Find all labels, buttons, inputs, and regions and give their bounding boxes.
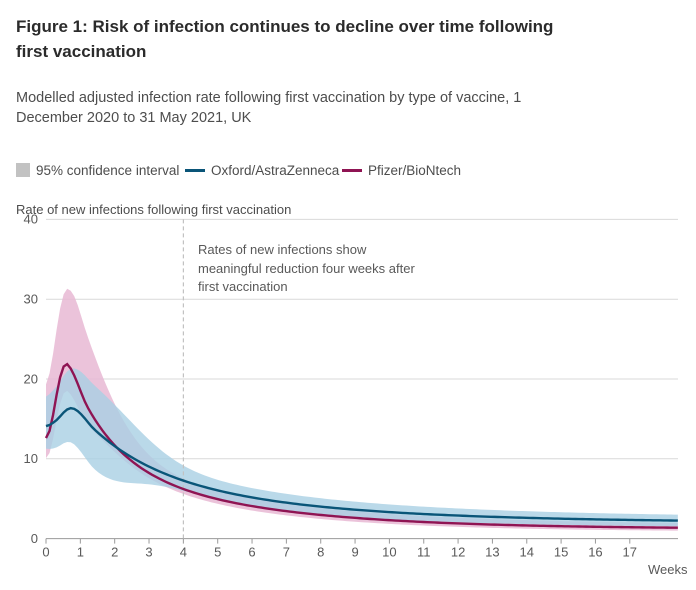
svg-text:9: 9 [351,545,358,560]
svg-text:10: 10 [24,451,38,466]
svg-text:8: 8 [317,545,324,560]
svg-text:40: 40 [24,212,38,227]
svg-text:2: 2 [111,545,118,560]
svg-text:17: 17 [623,545,637,560]
svg-text:11: 11 [417,545,431,560]
svg-text:0: 0 [42,545,49,560]
svg-text:12: 12 [451,545,465,560]
svg-text:6: 6 [248,545,255,560]
svg-text:16: 16 [588,545,602,560]
svg-text:5: 5 [214,545,221,560]
svg-text:4: 4 [180,545,187,560]
svg-text:20: 20 [24,371,38,386]
svg-text:7: 7 [283,545,290,560]
svg-text:15: 15 [554,545,568,560]
svg-text:3: 3 [145,545,152,560]
svg-text:13: 13 [485,545,499,560]
svg-text:10: 10 [382,545,396,560]
svg-text:14: 14 [520,545,534,560]
svg-text:1: 1 [77,545,84,560]
svg-text:0: 0 [31,531,38,546]
svg-text:30: 30 [24,292,38,307]
